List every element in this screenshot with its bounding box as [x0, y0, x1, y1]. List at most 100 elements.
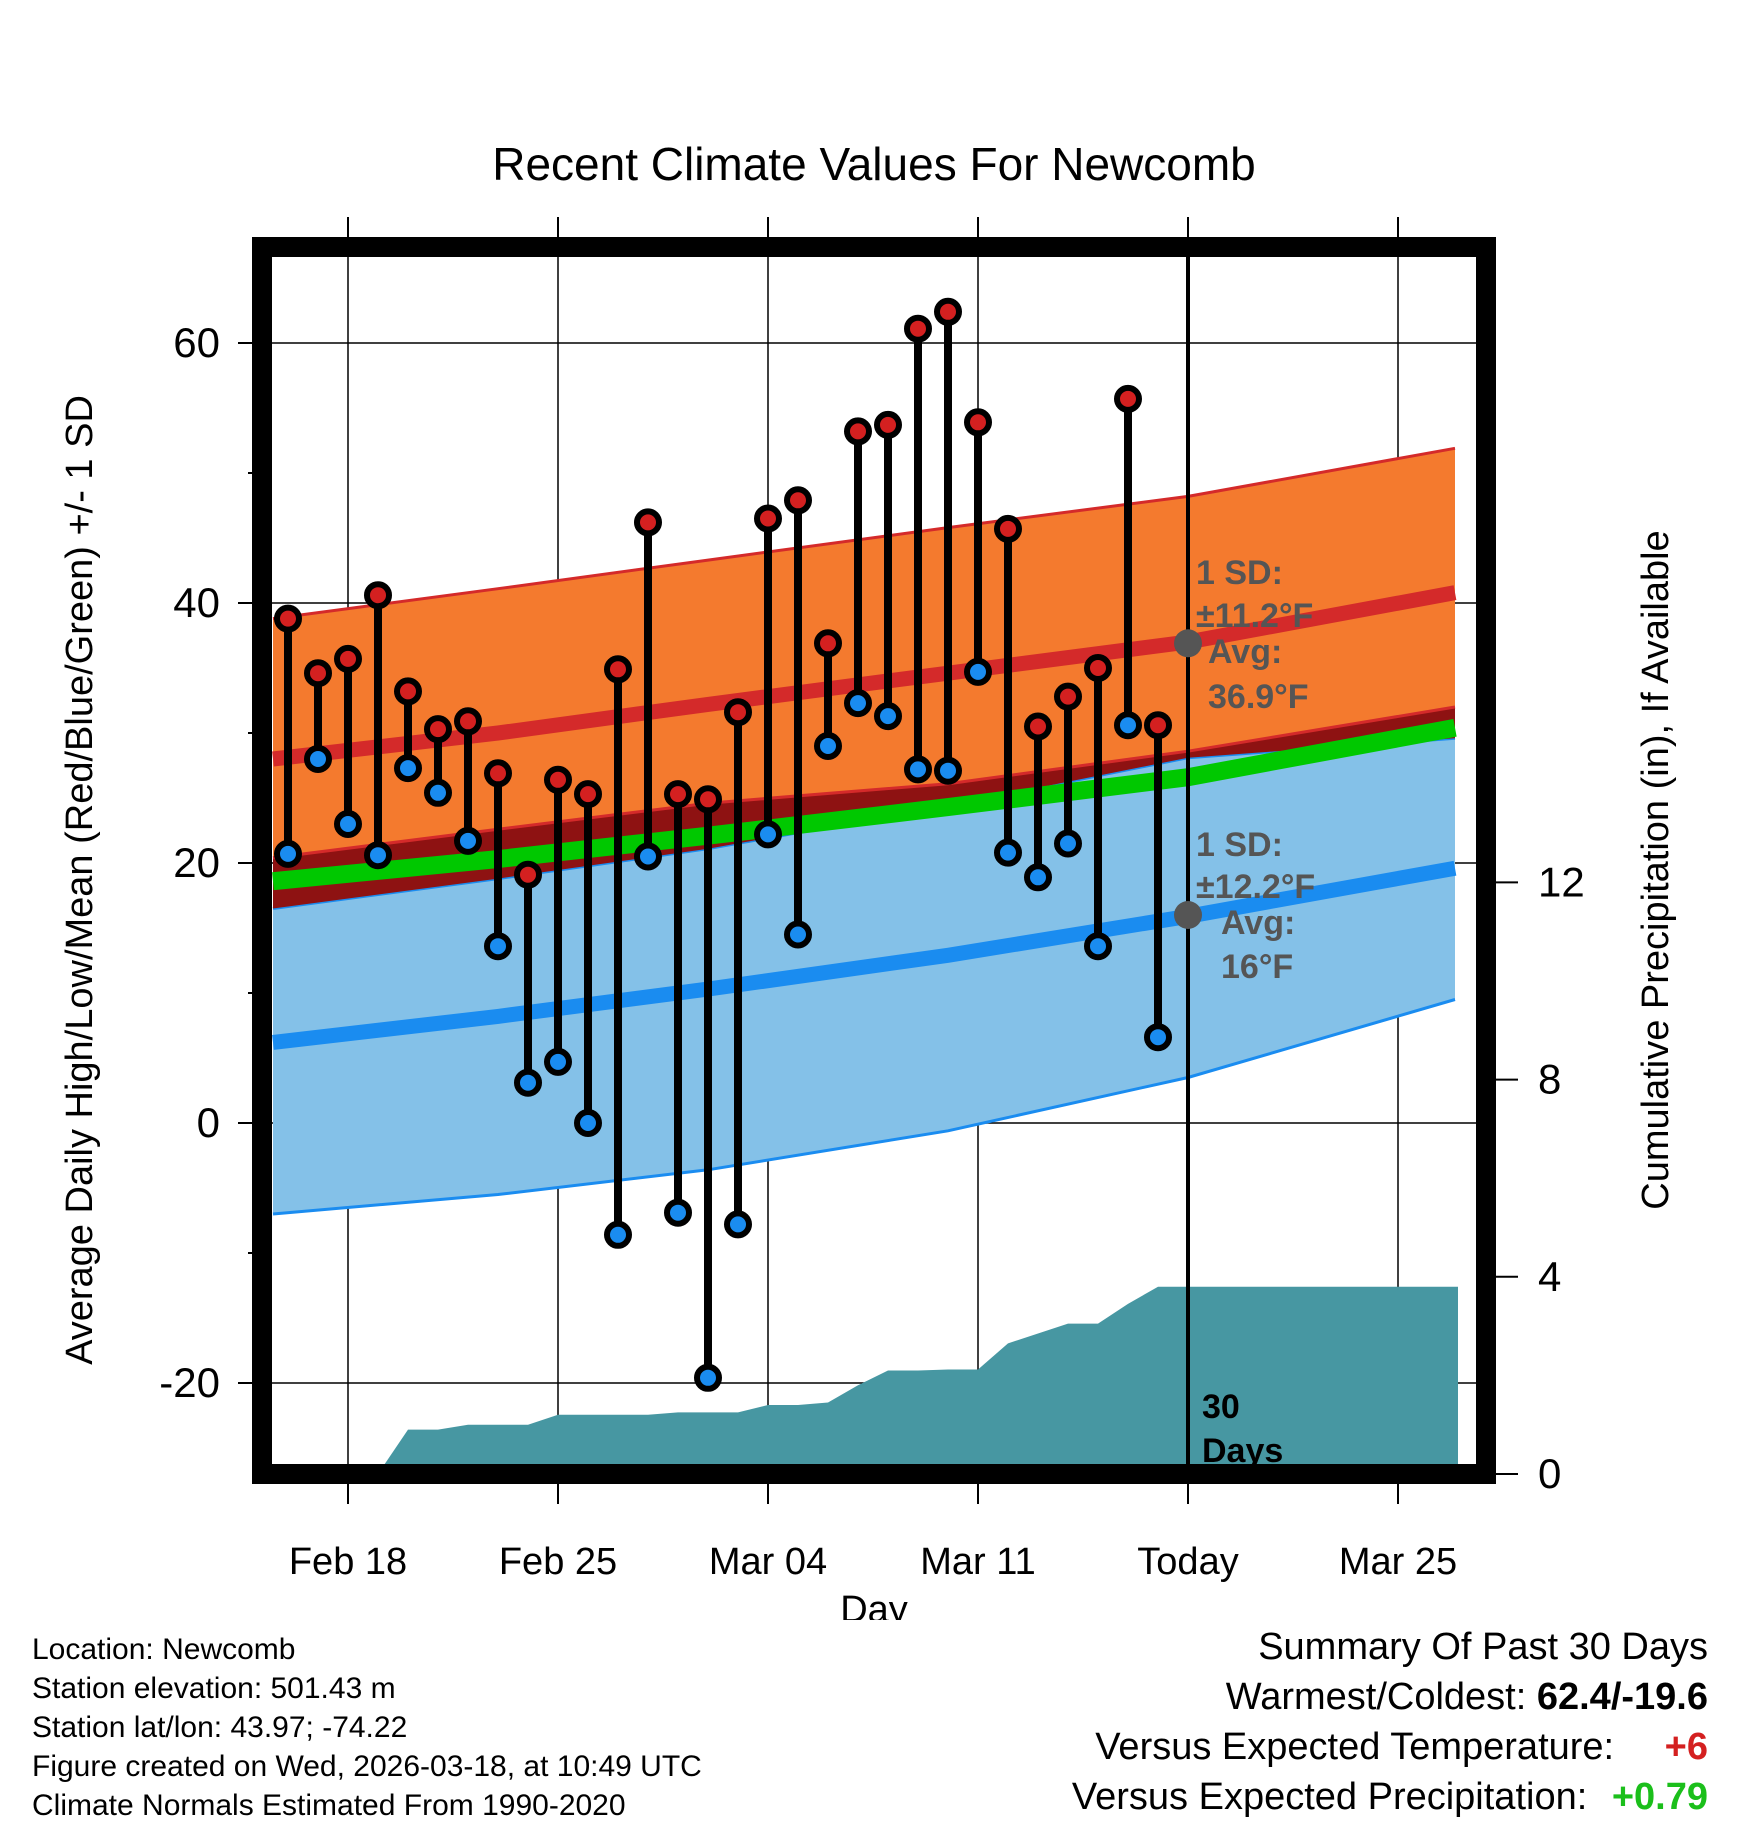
high-sd-value: ±11.2°F — [1196, 597, 1313, 635]
low-avg-marker — [1174, 901, 1202, 929]
y-tick-label-left: -20 — [159, 1359, 220, 1406]
x-axis-label: Day — [840, 1589, 908, 1620]
daily-low-point — [724, 1210, 752, 1239]
daily-high-point — [544, 765, 572, 794]
high-band-upper-edge — [272, 446, 1456, 621]
daily-high-point — [784, 486, 812, 515]
low-sd-value: ±12.2°F — [1196, 868, 1315, 906]
daily-low-point — [934, 756, 962, 785]
location-text: Location: Newcomb — [32, 1633, 296, 1666]
y-axis-left: -20 0 20 40 60 — [159, 319, 252, 1406]
climate-chart: Recent Climate Values For Newcomb 1 SD: ±… — [59, 138, 1677, 1620]
daily-low-point — [394, 754, 422, 783]
high-avg-label: Avg: — [1208, 633, 1282, 671]
daily-high-point — [1114, 384, 1142, 413]
daily-high-point — [934, 297, 962, 326]
daily-low-point — [784, 920, 812, 949]
x-tick-label: Mar 25 — [1339, 1541, 1457, 1583]
low-sd-label: 1 SD: — [1196, 826, 1283, 864]
daily-low-point — [964, 657, 992, 686]
daily-low-point — [454, 826, 482, 855]
precip-label: Versus Expected Precipitation: — [1071, 1776, 1588, 1818]
daily-high-point — [304, 659, 332, 688]
y-tick-label-right: 0 — [1538, 1450, 1561, 1497]
daily-high-point — [1054, 682, 1082, 711]
y-tick-label-left: 20 — [173, 839, 220, 886]
daily-low-point — [634, 842, 662, 871]
x-tick-label: Mar 11 — [920, 1541, 1035, 1583]
daily-high-point — [1144, 711, 1172, 740]
daily-high-point — [904, 314, 932, 343]
daily-high-point — [964, 408, 992, 437]
daily-low-point — [1114, 711, 1142, 740]
created-text: Figure created on Wed, 2026-03-18, at 10… — [32, 1750, 702, 1783]
daily-high-point — [454, 707, 482, 736]
daily-high-point — [514, 860, 542, 889]
daily-low-point — [874, 702, 902, 731]
daily-low-point — [844, 689, 872, 718]
x-tick-label: Feb 18 — [289, 1541, 407, 1583]
daily-high-point — [724, 698, 752, 727]
daily-high-point — [424, 715, 452, 744]
daily-low-point — [424, 778, 452, 807]
daily-low-point — [1024, 863, 1052, 892]
plot-frame — [252, 237, 1496, 1484]
y-tick-label-right: 4 — [1538, 1253, 1561, 1300]
daily-high-point — [1084, 654, 1112, 682]
x-tick-label: Mar 04 — [709, 1541, 827, 1583]
summary-panel: Summary Of Past 30 Days Warmest/Coldest:… — [1072, 1622, 1708, 1822]
daily-low-point — [754, 820, 782, 849]
daily-high-point — [994, 514, 1022, 543]
y-axis-label-right: Cumulative Precipitation (in), If Availa… — [1635, 530, 1677, 1209]
warm-cold-label: Warmest/Coldest: — [1225, 1676, 1527, 1718]
normal-low-line — [272, 860, 1457, 1050]
summary-temp: Versus Expected Temperature: +6 — [1072, 1722, 1708, 1772]
daily-high-point — [604, 655, 632, 684]
daily-low-point — [484, 932, 512, 961]
window-label-count: 30 — [1202, 1388, 1240, 1426]
station-info: Location: Newcomb Station elevation: 501… — [32, 1630, 702, 1825]
y-tick-label-left: 40 — [173, 579, 220, 626]
low-band-lower-edge — [272, 998, 1456, 1216]
daily-high-point — [844, 417, 872, 446]
summary-precip: Versus Expected Precipitation: +0.79 — [1072, 1772, 1708, 1822]
daily-high-point — [1024, 712, 1052, 741]
daily-high-point — [484, 759, 512, 788]
x-axis: Feb 18 Feb 25 Mar 04 Mar 11 Today Mar 25 — [289, 217, 1457, 1583]
summary-warm-cold: Warmest/Coldest: 62.4/-19.6 — [1072, 1672, 1708, 1722]
daily-low-point — [364, 841, 392, 870]
y-axis-label-left: Average Daily High/Low/Mean (Red/Blue/Gr… — [59, 395, 101, 1365]
y-tick-label-left: 60 — [173, 319, 220, 366]
elevation-text: Station elevation: 501.43 m — [32, 1672, 396, 1705]
precipitation-area — [273, 1286, 1458, 1474]
daily-high-point — [364, 581, 392, 610]
high-avg-value: 36.9°F — [1208, 678, 1309, 716]
daily-low-point — [1144, 1023, 1172, 1052]
normal-mean-line — [272, 718, 1457, 891]
daily-high-point — [634, 508, 662, 537]
daily-low-point — [544, 1047, 572, 1076]
y-tick-label-left: 0 — [197, 1099, 220, 1146]
daily-low-point — [994, 838, 1022, 867]
chart-title: Recent Climate Values For Newcomb — [492, 138, 1256, 190]
y-tick-label-right: 8 — [1538, 1056, 1561, 1103]
daily-low-point — [904, 755, 932, 784]
daily-low-point — [274, 839, 302, 868]
daily-high-point — [814, 629, 842, 658]
y-tick-label-right: 12 — [1538, 858, 1585, 905]
daily-high-point — [754, 504, 782, 533]
high-avg-marker — [1174, 629, 1202, 658]
daily-low-point — [814, 732, 842, 760]
daily-high-point — [274, 604, 302, 633]
y-axis-right: 0 4 8 12 — [1496, 858, 1585, 1497]
temp-label: Versus Expected Temperature: — [1095, 1726, 1615, 1768]
daily-high-point — [394, 677, 422, 706]
daily-low-point — [694, 1363, 722, 1392]
normals-text: Climate Normals Estimated From 1990-2020 — [32, 1789, 626, 1822]
daily-low-point — [334, 810, 362, 838]
daily-high-point — [334, 644, 362, 673]
x-tick-label: Today — [1137, 1541, 1238, 1583]
high-sd-band — [273, 448, 1455, 858]
daily-high-point — [664, 780, 692, 809]
